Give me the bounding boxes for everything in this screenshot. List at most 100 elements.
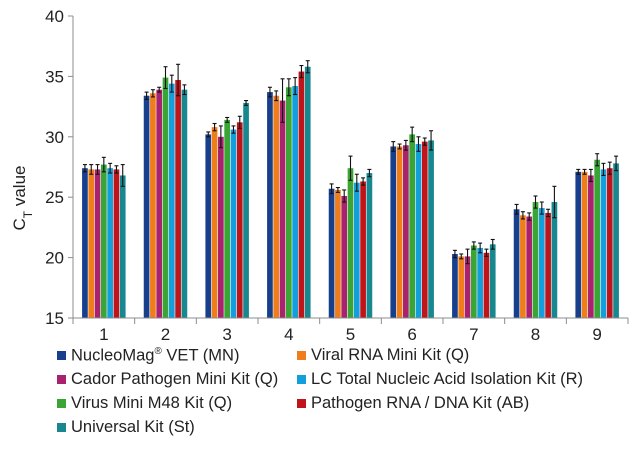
bar bbox=[224, 119, 231, 318]
legend-swatch bbox=[297, 375, 306, 384]
bar bbox=[415, 144, 422, 318]
y-tick-label: 35 bbox=[45, 67, 64, 86]
legend-swatch bbox=[297, 351, 306, 360]
bar bbox=[205, 134, 212, 318]
bar bbox=[279, 100, 286, 318]
bar bbox=[538, 208, 545, 318]
bar bbox=[545, 212, 551, 318]
bar bbox=[341, 195, 348, 318]
x-tick-label: 9 bbox=[592, 325, 601, 344]
bar bbox=[267, 92, 273, 318]
legend-item: NucleoMag® VET (MN) bbox=[57, 346, 239, 366]
bar bbox=[489, 244, 496, 318]
legend-item: Universal Kit (St) bbox=[57, 418, 195, 437]
bars-layer bbox=[82, 66, 619, 319]
x-tick-label: 3 bbox=[222, 325, 231, 344]
error-bars-layer bbox=[82, 60, 619, 265]
bar bbox=[613, 163, 619, 318]
legend-swatch bbox=[297, 399, 306, 408]
bar bbox=[353, 182, 360, 318]
x-tick-label: 4 bbox=[284, 325, 293, 344]
bar bbox=[483, 252, 490, 318]
bar bbox=[428, 140, 434, 318]
bar bbox=[218, 136, 224, 318]
bar bbox=[477, 247, 483, 318]
x-tick-label: 1 bbox=[99, 325, 108, 344]
legend-label: Viral RNA Mini Kit (Q) bbox=[311, 346, 470, 364]
x-tick-label: 7 bbox=[469, 325, 478, 344]
bar bbox=[156, 89, 163, 318]
x-tick-label: 6 bbox=[407, 325, 416, 344]
x-tick-label: 2 bbox=[161, 325, 170, 344]
bar bbox=[396, 146, 403, 318]
bar bbox=[600, 169, 607, 318]
bar bbox=[150, 93, 156, 318]
bar bbox=[575, 171, 582, 318]
x-tick-label: 5 bbox=[346, 325, 355, 344]
bar bbox=[230, 129, 237, 318]
bar bbox=[82, 168, 88, 318]
bar bbox=[390, 146, 397, 318]
legend-item: LC Total Nucleic Acid Isolation Kit (R) bbox=[297, 370, 583, 389]
bar bbox=[211, 127, 218, 318]
legend-label: Cador Pathogen Mini Kit (Q) bbox=[71, 370, 279, 388]
bar bbox=[594, 159, 601, 318]
bar bbox=[470, 245, 477, 318]
legend-swatch bbox=[57, 375, 66, 384]
legend-swatch bbox=[57, 351, 66, 361]
bar bbox=[243, 102, 249, 318]
bar bbox=[100, 164, 107, 318]
legend-label: LC Total Nucleic Acid Isolation Kit (R) bbox=[311, 370, 584, 388]
bar bbox=[409, 134, 416, 318]
bar bbox=[94, 169, 101, 318]
y-tick-label: 30 bbox=[45, 128, 64, 147]
legend-label: Virus Mini M48 Kit (Q) bbox=[71, 394, 233, 412]
bar bbox=[298, 71, 305, 319]
bar bbox=[181, 89, 188, 318]
bar bbox=[347, 168, 354, 318]
y-axis-label: CT value bbox=[10, 166, 35, 231]
bar bbox=[464, 256, 471, 318]
bar bbox=[581, 171, 588, 318]
bar bbox=[162, 77, 169, 318]
y-tick-label: 25 bbox=[45, 188, 64, 207]
bar bbox=[88, 169, 95, 318]
bar bbox=[458, 256, 465, 318]
bar bbox=[403, 145, 409, 318]
legend-swatch bbox=[57, 399, 66, 408]
bar bbox=[606, 168, 613, 318]
bar bbox=[526, 216, 533, 318]
bar bbox=[532, 202, 539, 318]
y-tick-label: 20 bbox=[45, 249, 64, 268]
bar bbox=[285, 87, 292, 318]
bar bbox=[175, 80, 181, 318]
bar bbox=[304, 66, 311, 319]
axes-layer: 15 20 25 30 35 40 1 2 3 4 5 6 7 8 9 bbox=[45, 7, 629, 344]
legend-label: Pathogen RNA / DNA Kit (AB) bbox=[311, 394, 530, 412]
bar bbox=[107, 168, 113, 318]
bar bbox=[292, 86, 298, 319]
bar bbox=[588, 175, 594, 318]
bar bbox=[168, 83, 175, 318]
bar bbox=[335, 189, 341, 318]
bar bbox=[513, 209, 520, 318]
bar bbox=[113, 169, 120, 318]
bar bbox=[366, 173, 373, 318]
legend-swatch bbox=[57, 423, 66, 432]
bar bbox=[328, 188, 335, 318]
y-tick-label: 40 bbox=[45, 7, 64, 26]
bar bbox=[119, 175, 126, 318]
bar bbox=[236, 122, 243, 318]
legend-item: Viral RNA Mini Kit (Q) bbox=[297, 346, 469, 365]
y-tick-label: 15 bbox=[45, 309, 64, 328]
legend-item: Cador Pathogen Mini Kit (Q) bbox=[57, 370, 278, 389]
bar bbox=[273, 95, 280, 318]
legend-label: NucleoMag® VET (MN) bbox=[71, 346, 240, 365]
legend-label: Universal Kit (St) bbox=[71, 418, 195, 436]
bar bbox=[520, 215, 526, 318]
bar bbox=[551, 202, 558, 318]
bar bbox=[143, 95, 150, 318]
legend-item: Pathogen RNA / DNA Kit (AB) bbox=[297, 394, 529, 413]
bar bbox=[421, 141, 428, 318]
